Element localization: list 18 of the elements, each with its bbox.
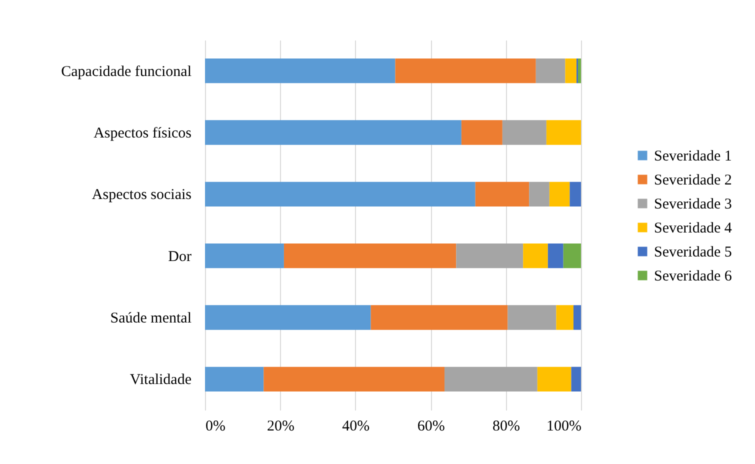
legend-label: Severidade 2 <box>654 172 732 188</box>
x-tick-label: 80% <box>492 418 520 434</box>
legend-label: Severidade 3 <box>654 196 732 212</box>
legend-label: Severidade 5 <box>654 244 732 260</box>
x-tick-label: 100% <box>546 418 582 434</box>
x-tick-label: 60% <box>417 418 445 434</box>
x-tick-label: 0% <box>206 418 226 434</box>
y-tick-label: Saúde mental <box>110 310 192 326</box>
y-tick-label: Dor <box>168 248 192 265</box>
legend-label: Severidade 6 <box>654 268 732 284</box>
y-tick-label: Aspectos sociais <box>92 187 192 204</box>
x-tick-label: 20% <box>266 418 294 434</box>
y-tick-label: Aspectos físicos <box>94 126 192 142</box>
legend-label: Severidade 1 <box>654 148 732 164</box>
legend-label: Severidade 4 <box>654 220 732 236</box>
y-tick-label: Capacidade funcional <box>61 64 192 80</box>
x-tick-label: 40% <box>342 418 370 434</box>
y-tick-label: Vitalidade <box>130 372 192 388</box>
